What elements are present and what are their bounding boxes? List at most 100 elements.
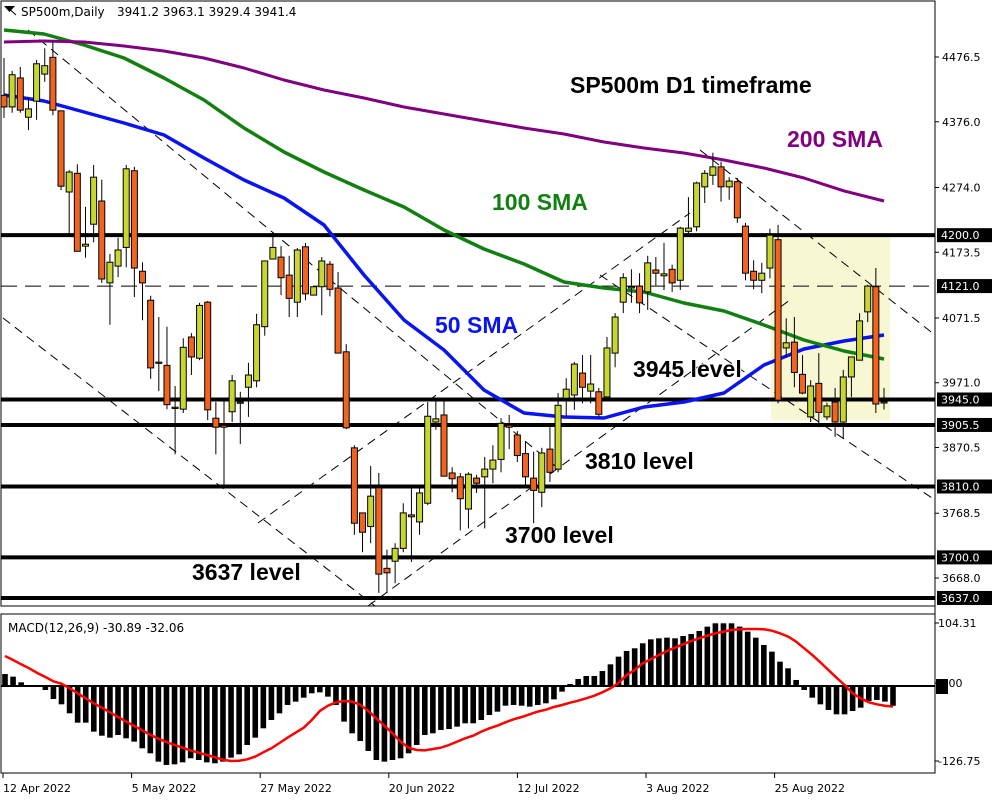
macd-histogram-bar <box>543 686 549 704</box>
candle-body <box>261 260 269 328</box>
candle <box>709 152 717 185</box>
candle <box>733 177 741 223</box>
macd-histogram-bar <box>349 686 355 734</box>
candle-body <box>171 406 179 409</box>
macd-histogram-bar <box>882 686 888 702</box>
candle-body <box>872 286 880 405</box>
candle <box>179 338 187 414</box>
macd-axis-label: 0.00 <box>938 677 963 690</box>
candle-body <box>122 168 130 248</box>
macd-histogram-bar <box>115 686 121 735</box>
candle <box>880 387 888 410</box>
moving-averages <box>3 28 885 420</box>
candle <box>277 246 285 296</box>
macd-histogram-bar <box>559 686 565 692</box>
macd-histogram-bar <box>857 686 864 708</box>
sma200-label: 200 SMA <box>787 126 883 152</box>
candle <box>595 387 603 417</box>
candle <box>81 206 89 258</box>
macd-histogram-bar <box>502 686 509 706</box>
candle <box>464 472 472 529</box>
macd-histogram-bar <box>333 686 339 705</box>
candle-body <box>880 401 888 404</box>
candle-body <box>456 476 464 500</box>
macd-histogram-bar <box>752 637 759 686</box>
candle-body <box>725 180 733 188</box>
axis-tick-label: 4071.5 <box>942 312 981 325</box>
candle-body <box>627 286 635 289</box>
macd-histogram-bar <box>163 686 170 765</box>
macd-histogram-bar <box>575 679 581 686</box>
macd-histogram-bar <box>526 686 533 707</box>
candle <box>130 166 138 298</box>
macd-histogram-bar <box>615 656 622 686</box>
candle-body <box>359 512 367 533</box>
candle <box>98 179 106 283</box>
candle <box>334 271 342 354</box>
candle <box>831 387 839 437</box>
macd-histogram-bar <box>793 679 799 686</box>
candle <box>579 355 587 404</box>
candle-body <box>57 110 65 187</box>
macd-histogram-bar <box>728 623 735 686</box>
candle-body <box>448 472 456 480</box>
level-3810-label: 3810 level <box>585 448 694 474</box>
candle <box>823 402 831 421</box>
candle <box>562 378 570 417</box>
macd-histogram-bar <box>292 686 299 702</box>
macd-histogram-bar <box>236 686 242 755</box>
candle-body <box>204 301 212 411</box>
candle-body <box>16 77 24 111</box>
candle-body <box>407 514 415 518</box>
candle <box>790 317 798 388</box>
candle <box>546 427 554 482</box>
candle-body <box>530 477 538 491</box>
candle-body <box>326 263 334 290</box>
macd-axis-label: -126.75 <box>938 755 980 768</box>
macd-histogram-bar <box>849 686 856 711</box>
candle-body <box>839 376 847 423</box>
candle <box>627 269 635 303</box>
candle <box>367 465 375 544</box>
macd-signal-line <box>4 627 894 763</box>
macd-histogram-bar <box>413 686 420 745</box>
candle <box>611 313 619 368</box>
candle-body <box>318 260 326 288</box>
ohlc-values: 3941.2 3963.1 3929.4 3941.4 <box>117 5 296 19</box>
candle-body <box>676 227 684 281</box>
macd-histogram-bar <box>155 686 162 762</box>
candle-body <box>481 468 489 478</box>
candle-body <box>660 273 668 277</box>
candle <box>530 451 538 524</box>
level-price-label: 4200.0 <box>941 229 980 242</box>
macd-histogram-bar <box>454 686 460 727</box>
candle-body <box>147 299 155 369</box>
candle <box>269 231 277 260</box>
candle <box>0 57 8 118</box>
date-label: 25 Aug 2022 <box>775 782 845 795</box>
candle <box>676 226 684 290</box>
candle-body <box>595 391 603 415</box>
macd-histogram-bar <box>672 638 678 686</box>
macd-histogram-bar <box>179 686 186 763</box>
candle-body <box>611 316 619 354</box>
candle <box>359 512 367 553</box>
candle <box>587 355 595 404</box>
macd-histogram-bar <box>123 686 129 739</box>
level-price-box <box>937 550 992 565</box>
candle <box>668 264 676 292</box>
macd-histogram-bar <box>300 686 307 698</box>
macd-histogram-bar <box>680 636 686 686</box>
candle-body <box>269 246 277 260</box>
trendline <box>599 274 936 501</box>
level-price-label: 3810.0 <box>941 480 980 493</box>
level-price-box <box>937 228 992 243</box>
candle-body <box>236 401 244 404</box>
candle-body <box>790 341 798 373</box>
candle-body <box>432 418 440 423</box>
candle-body <box>114 249 122 267</box>
candle <box>521 442 529 488</box>
date-label: 12 Apr 2022 <box>3 782 71 795</box>
candle-body <box>41 65 49 75</box>
candle <box>196 302 204 361</box>
